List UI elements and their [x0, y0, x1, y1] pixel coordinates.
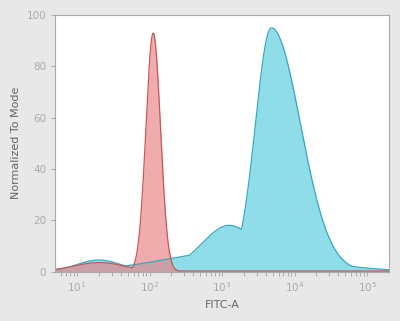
X-axis label: FITC-A: FITC-A	[205, 300, 240, 310]
Y-axis label: Normalized To Mode: Normalized To Mode	[11, 87, 21, 199]
